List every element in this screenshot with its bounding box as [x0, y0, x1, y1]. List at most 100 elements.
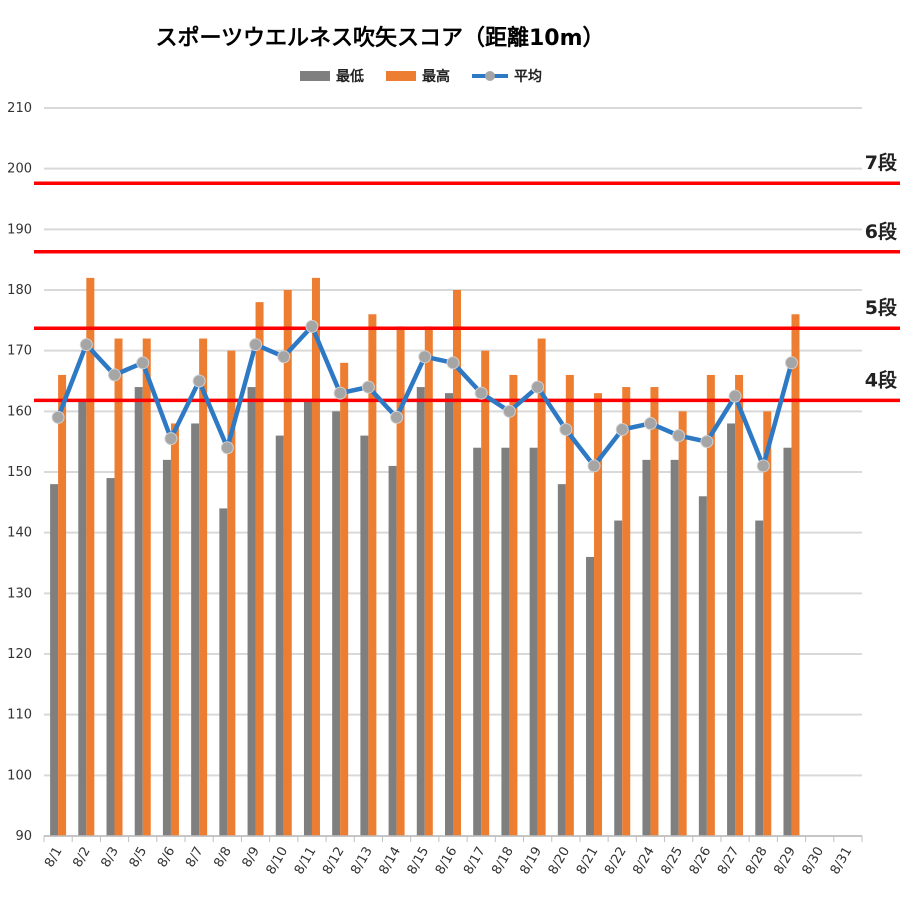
avg-point [728, 389, 742, 403]
legend-item-avg: 平均 [472, 66, 542, 86]
bar-max [396, 326, 405, 836]
bar-max [255, 302, 264, 837]
x-tick-label: 8/12 [320, 845, 348, 878]
legend-swatch-avg [472, 71, 508, 81]
avg-point [136, 356, 150, 370]
avg-point [643, 416, 657, 430]
bar-max [509, 374, 518, 836]
bar-max [424, 326, 433, 836]
bar-min [275, 435, 284, 836]
x-tick-label: 8/21 [574, 845, 602, 878]
reference-line-label: 7段 [865, 151, 898, 174]
bar-max [283, 290, 292, 836]
avg-point [192, 374, 206, 388]
avg-point [672, 429, 686, 443]
y-tick-label: 140 [7, 526, 32, 541]
y-tick-label: 190 [7, 222, 32, 237]
x-tick-label: 8/1 [42, 845, 65, 871]
legend-label-min: 最低 [336, 69, 364, 85]
chart-title: スポーツウエルネス吹矢スコア（距離10m） [155, 26, 605, 51]
y-tick-label: 120 [7, 647, 32, 662]
avg-point [531, 380, 545, 394]
avg-point [559, 423, 573, 437]
bar-min [698, 496, 707, 836]
bar-min [332, 411, 341, 836]
bar-max [170, 423, 179, 836]
x-tick-label: 8/27 [715, 845, 743, 878]
bar-min [473, 447, 482, 836]
bar-max [340, 362, 349, 836]
legend-label-avg: 平均 [514, 69, 542, 85]
avg-point [277, 350, 291, 364]
y-tick-label: 160 [7, 404, 32, 419]
bar-min [445, 393, 453, 836]
y-tick-label: 180 [7, 283, 32, 298]
x-tick-label: 8/10 [264, 845, 292, 878]
x-tick-label: 8/30 [800, 845, 828, 878]
bar-min [303, 399, 312, 836]
x-tick-label: 8/31 [828, 845, 856, 878]
y-tick-label: 170 [7, 344, 32, 359]
avg-point [108, 368, 122, 382]
avg-point [474, 386, 488, 400]
bar-min [388, 465, 397, 836]
bar-max [368, 314, 377, 836]
legend-item-max: 最高 [386, 66, 450, 86]
bar-min [783, 447, 792, 836]
bar-max [199, 338, 208, 836]
avg-point [164, 432, 178, 446]
avg-point [79, 338, 93, 352]
bar-min [416, 387, 425, 836]
bar-min [501, 447, 510, 836]
x-tick-label: 8/28 [743, 845, 771, 878]
bar-max [114, 338, 123, 836]
reference-line-label: 6段 [865, 220, 898, 243]
bar-max [650, 387, 659, 836]
avg-point [756, 459, 770, 473]
bar-max [86, 277, 95, 836]
bar-max [537, 338, 546, 836]
bar-max [706, 374, 715, 836]
bar-max [622, 387, 631, 836]
bar-min [727, 423, 736, 836]
x-tick-label: 8/17 [461, 845, 489, 878]
bar-max [678, 411, 687, 836]
x-tick-label: 8/22 [602, 845, 630, 878]
x-tick-label: 8/3 [99, 845, 122, 871]
bar-min [191, 423, 200, 836]
avg-point [587, 459, 601, 473]
x-tick-label: 8/26 [687, 845, 715, 878]
y-tick-label: 200 [7, 162, 32, 177]
bar-min [78, 399, 87, 836]
x-tick-label: 8/25 [659, 845, 687, 878]
bar-min [247, 387, 256, 836]
x-tick-label: 8/18 [489, 845, 517, 878]
x-tick-label: 8/8 [211, 845, 234, 871]
bar-min [360, 435, 369, 836]
avg-point [249, 338, 263, 352]
reference-line-label: 5段 [865, 296, 898, 319]
bar-min [670, 459, 679, 836]
x-tick-label: 8/19 [517, 845, 545, 878]
x-tick-label: 8/7 [183, 845, 206, 871]
bar-min [162, 459, 171, 836]
x-tick-label: 8/13 [348, 845, 376, 878]
x-tick-label: 8/16 [433, 845, 461, 878]
bar-max [227, 350, 236, 836]
bar-max [565, 374, 574, 836]
avg-point [784, 356, 798, 370]
legend-swatch-max [386, 71, 416, 81]
x-tick-label: 8/20 [546, 845, 574, 878]
bar-max [594, 393, 603, 836]
bar-max [311, 277, 320, 836]
avg-point [390, 410, 404, 424]
chart-legend: 最低 最高 平均 [300, 66, 542, 86]
bar-min [529, 447, 538, 836]
legend-item-min: 最低 [300, 66, 364, 86]
bar-max [791, 314, 800, 836]
avg-point [502, 404, 516, 418]
y-tick-label: 130 [7, 586, 32, 601]
avg-point [220, 441, 234, 455]
avg-point [333, 386, 347, 400]
